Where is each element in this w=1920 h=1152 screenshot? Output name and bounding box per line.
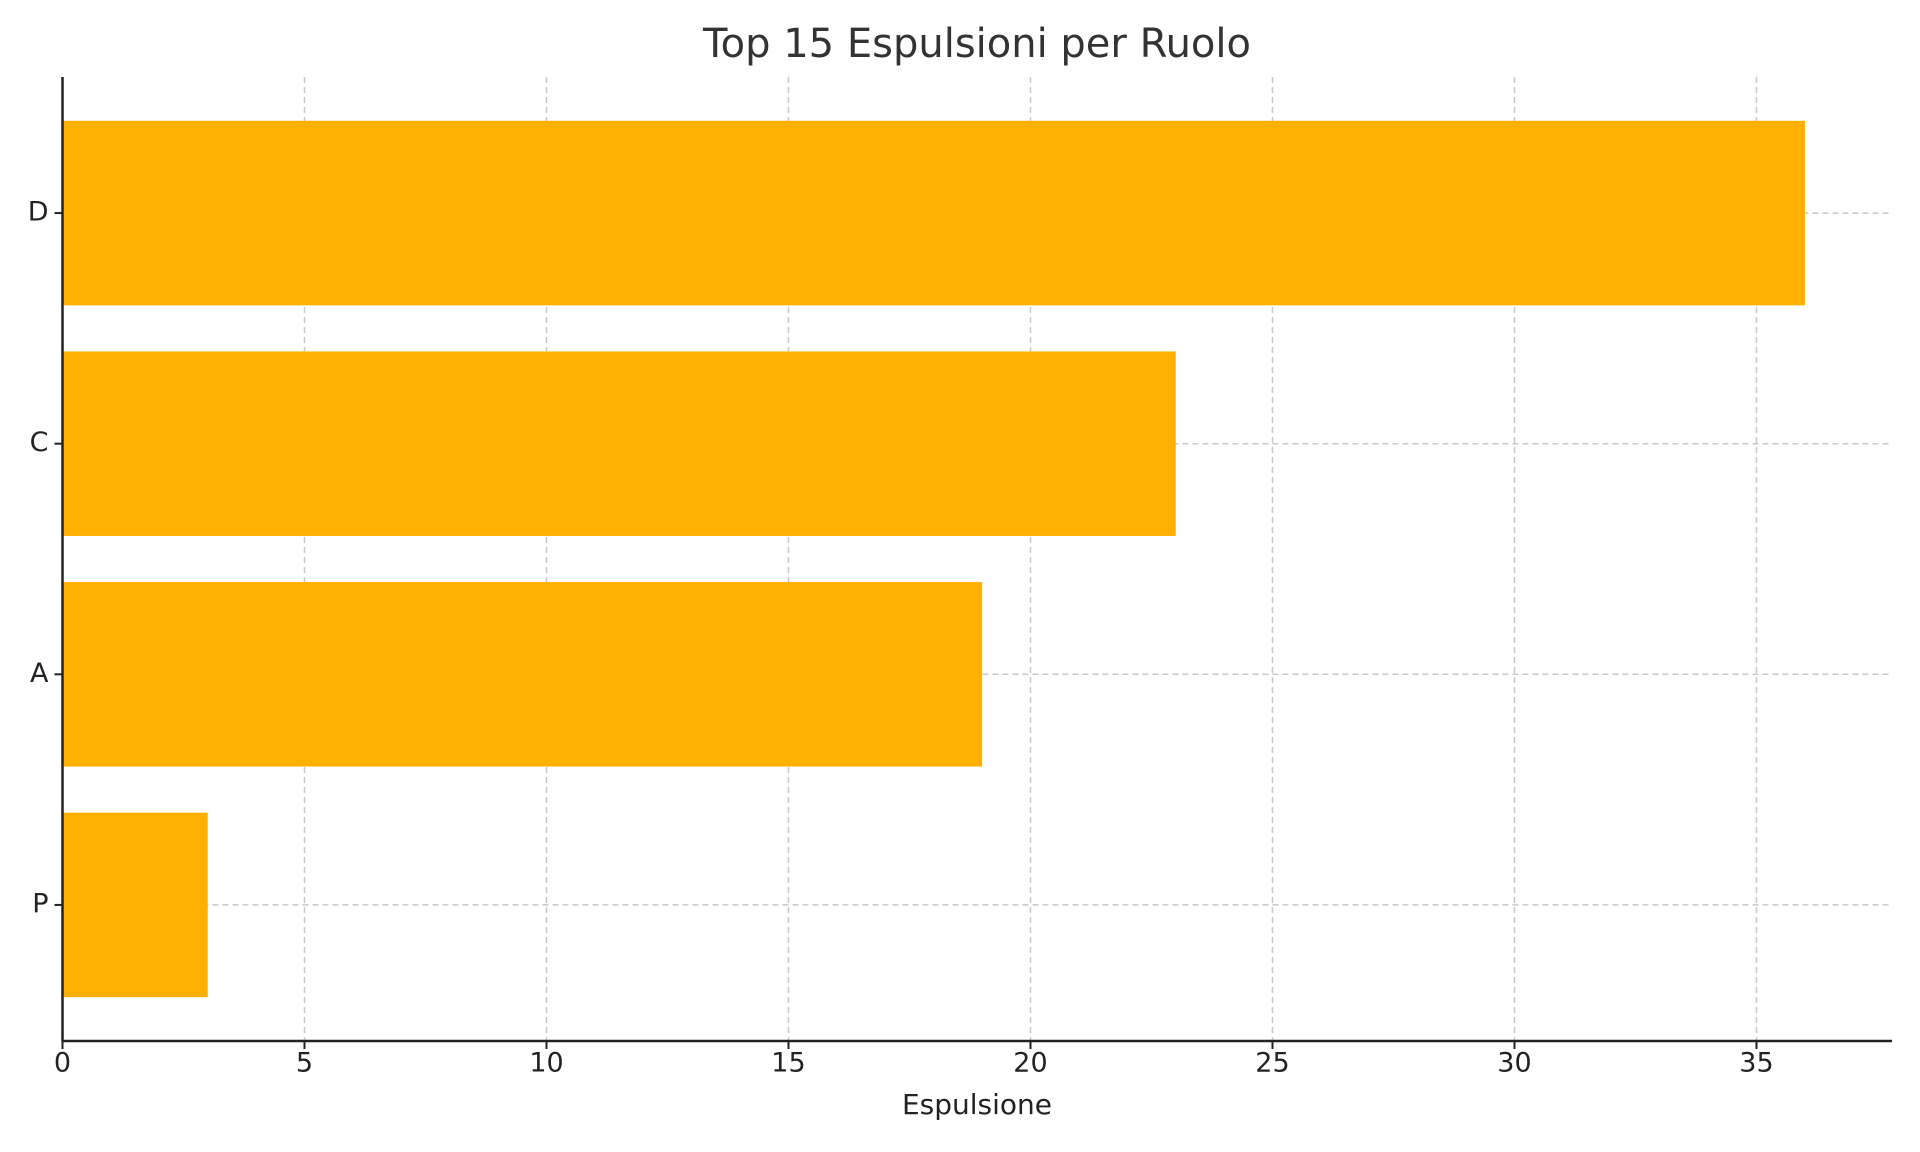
- x-axis-label: Espulsione: [902, 1088, 1052, 1121]
- x-tick-label: 35: [1739, 1048, 1773, 1079]
- chart-title: Top 15 Espulsioni per Ruolo: [702, 21, 1251, 67]
- x-tick-label: 15: [771, 1048, 805, 1079]
- x-tick-label: 5: [296, 1048, 313, 1079]
- x-tick-label: 25: [1255, 1048, 1289, 1079]
- x-tick-label: 20: [1013, 1048, 1047, 1079]
- bar: [62, 812, 208, 998]
- bar: [62, 582, 983, 767]
- x-tick-label: 10: [529, 1048, 563, 1079]
- bar: [62, 120, 1805, 306]
- y-tick-label: C: [30, 427, 49, 458]
- y-tick-label: A: [30, 658, 49, 689]
- y-tick-label: D: [28, 197, 49, 228]
- bar: [62, 351, 1176, 536]
- x-tick-label: 30: [1497, 1048, 1531, 1079]
- x-tick-label: 0: [54, 1048, 71, 1079]
- y-tick-label: P: [32, 888, 48, 919]
